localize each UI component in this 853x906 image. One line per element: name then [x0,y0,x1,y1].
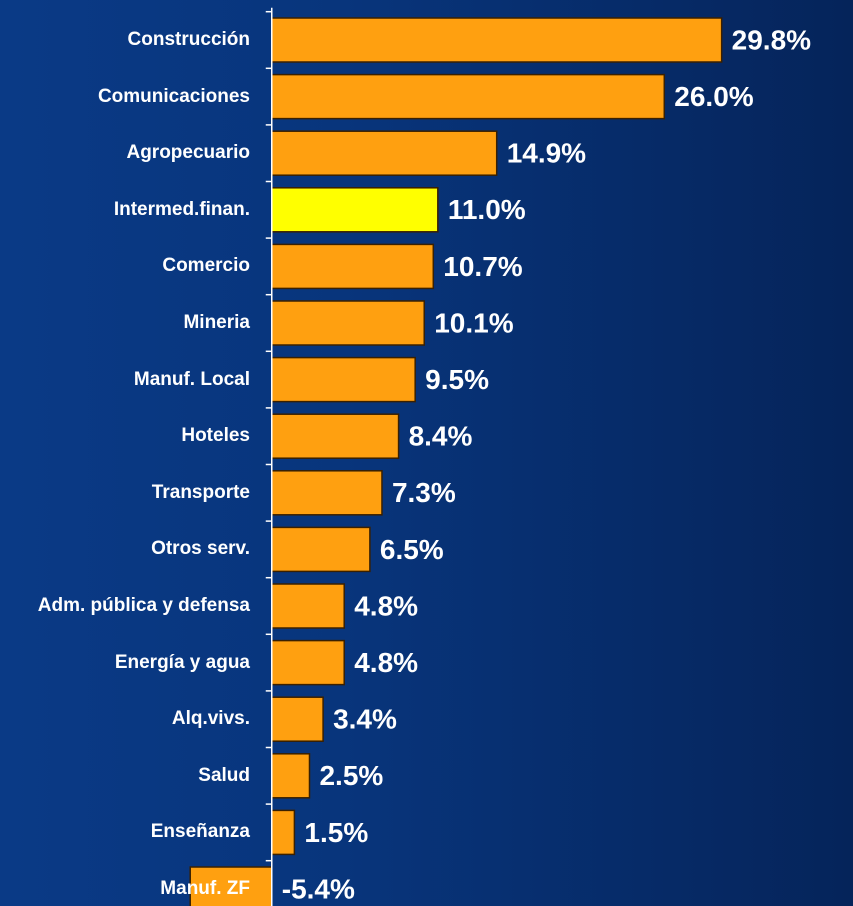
value-label: 29.8% [732,24,811,55]
bar [271,470,383,516]
category-label: Comunicaciones [0,69,250,125]
bar [271,696,324,742]
category-text: Transporte [151,481,250,503]
value-label: 6.5% [380,534,444,565]
category-label: Transporte [0,465,250,521]
category-text: Energía y agua [114,651,250,673]
category-text: Enseñanza [150,821,250,843]
category-label: Manuf. ZF [0,861,250,906]
category-text: Adm. pública y defensa [37,595,250,616]
bar [271,356,416,403]
category-text: Manuf. Local [133,368,250,390]
category-text: Comercio [162,255,250,277]
category-text: Mineria [183,312,250,333]
category-label: Energía y agua [0,635,250,691]
value-label: 9.5% [425,364,489,395]
bar [271,809,296,856]
category-label: Salud [0,748,250,804]
bar [271,413,400,459]
value-label: 10.1% [434,307,513,338]
category-text: Manuf. ZF [160,878,250,899]
bar [271,526,371,573]
category-label: Comercio [0,238,250,294]
value-label: 11.0% [448,194,526,225]
category-label: Alq.vivs. [0,691,250,747]
value-label: 1.5% [304,817,368,848]
bar [271,187,439,233]
bar [271,639,345,686]
category-text: Comunicaciones [97,85,250,107]
value-label: 7.3% [392,477,456,508]
category-text: Salud [198,764,250,786]
bar [271,130,498,176]
category-label: Enseñanza [0,804,250,860]
value-label: 3.4% [333,704,397,735]
bar [271,300,425,346]
category-text: Intermed.finan. [113,198,250,220]
value-label: -5.4% [282,873,355,904]
value-label: 10.7% [443,251,522,282]
value-label: 8.4% [409,421,473,452]
value-label: 14.9% [507,138,586,169]
value-label: 2.5% [319,760,383,791]
category-text: Construcción [127,29,250,50]
category-label: Adm. pública y defensa [0,578,250,634]
bar [189,866,273,906]
value-label: 4.8% [354,647,418,678]
bar [271,73,666,120]
category-text: Agropecuario [126,142,250,164]
category-text: Otros serv. [151,538,250,560]
category-label: Intermed.finan. [0,182,250,238]
value-label: 4.8% [354,590,418,621]
category-label: Construcción [0,12,250,68]
value-label: 26.0% [674,81,753,112]
category-text: Alq.vivs. [171,708,250,730]
category-label: Otros serv. [0,521,250,577]
bar [271,243,435,290]
category-label: Manuf. Local [0,352,250,408]
bar [271,753,311,799]
category-label: Hoteles [0,408,250,464]
bar [271,17,723,63]
bar [271,583,345,629]
category-label: Mineria [0,295,250,351]
category-label: Agropecuario [0,125,250,181]
category-text: Hoteles [181,425,250,447]
